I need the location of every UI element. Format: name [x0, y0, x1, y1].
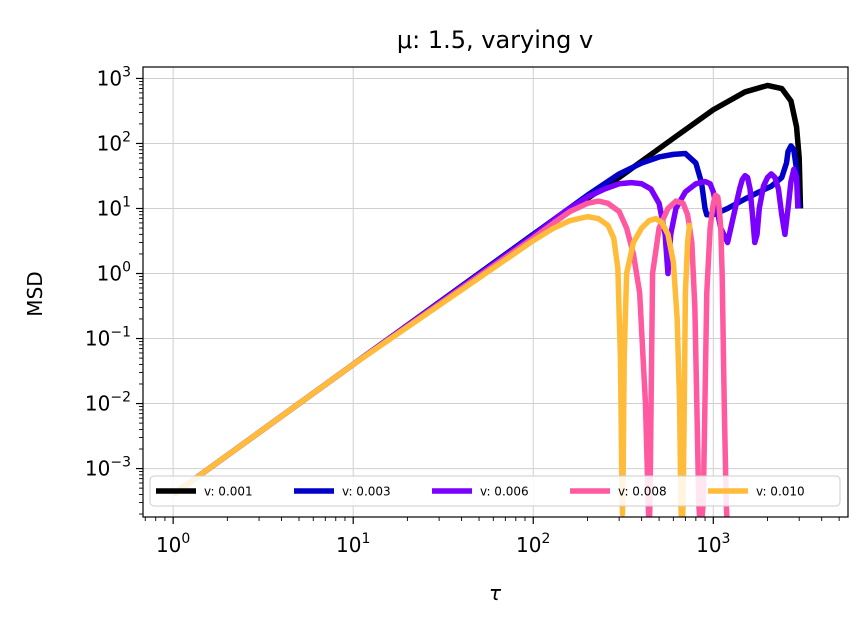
plot-frame	[142, 66, 849, 518]
legend-label: v: 0.001	[204, 485, 253, 499]
y-tick-label: 100	[97, 260, 131, 286]
y-tick-label: 10−2	[85, 390, 131, 416]
chart-title: μ: 1.5, varying v	[397, 26, 593, 54]
legend: v: 0.001 v: 0.003 v: 0.006 v: 0.008 v: 0.010	[149, 475, 841, 507]
y-tick-label: 103	[97, 64, 131, 90]
legend-label: v: 0.010	[756, 485, 805, 499]
x-axis-label: τ	[489, 581, 502, 605]
series-line	[171, 166, 801, 497]
y-tick-label: 102	[97, 129, 131, 155]
y-tick-label: 10−3	[85, 455, 131, 481]
legend-label: v: 0.006	[480, 485, 529, 499]
series-lines	[171, 82, 804, 517]
ticks	[136, 77, 840, 524]
y-tick-label: 101	[97, 194, 131, 220]
series-line	[171, 213, 693, 517]
legend-label: v: 0.003	[342, 485, 391, 499]
legend-label: v: 0.008	[618, 485, 667, 499]
y-axis-label: MSD	[23, 271, 47, 316]
tick-labels: 100 101 102 103 10−3 10−2 10−1 100 101 102 103	[85, 64, 731, 557]
x-tick-label: 103	[696, 531, 730, 557]
x-tick-label: 102	[516, 531, 550, 557]
y-tick-label: 10−1	[85, 325, 131, 351]
legend-box	[149, 475, 841, 507]
grid-lines	[143, 67, 848, 517]
x-tick-label: 100	[156, 531, 190, 557]
series-line	[171, 192, 730, 517]
x-tick-label: 101	[336, 531, 370, 557]
